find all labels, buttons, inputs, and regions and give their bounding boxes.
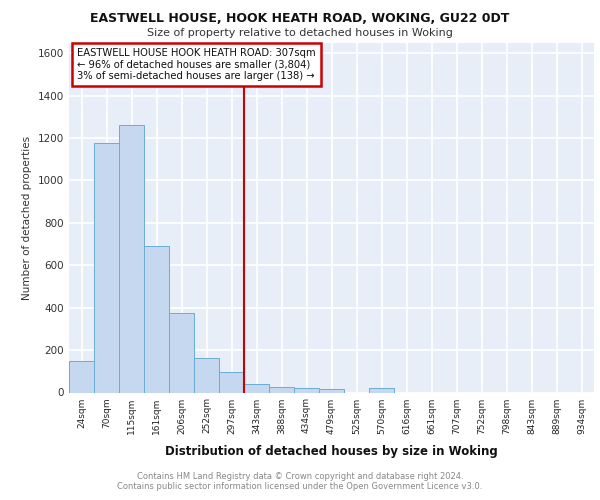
Text: Contains public sector information licensed under the Open Government Licence v3: Contains public sector information licen…	[118, 482, 482, 491]
Bar	[269, 386, 294, 392]
Text: EASTWELL HOUSE, HOOK HEATH ROAD, WOKING, GU22 0DT: EASTWELL HOUSE, HOOK HEATH ROAD, WOKING,…	[91, 12, 509, 26]
Bar	[244, 384, 269, 392]
Bar	[144, 246, 169, 392]
Bar	[94, 144, 119, 392]
Bar	[169, 313, 194, 392]
Text: Size of property relative to detached houses in Woking: Size of property relative to detached ho…	[147, 28, 453, 38]
Bar	[219, 372, 244, 392]
Bar	[119, 125, 144, 392]
Bar	[369, 388, 394, 392]
Y-axis label: Number of detached properties: Number of detached properties	[22, 136, 32, 300]
Text: Contains HM Land Registry data © Crown copyright and database right 2024.: Contains HM Land Registry data © Crown c…	[137, 472, 463, 481]
Bar	[319, 389, 344, 392]
Bar	[194, 358, 219, 392]
Bar	[69, 360, 94, 392]
X-axis label: Distribution of detached houses by size in Woking: Distribution of detached houses by size …	[165, 445, 498, 458]
Bar	[294, 388, 319, 392]
Text: EASTWELL HOUSE HOOK HEATH ROAD: 307sqm
← 96% of detached houses are smaller (3,8: EASTWELL HOUSE HOOK HEATH ROAD: 307sqm ←…	[77, 48, 316, 81]
